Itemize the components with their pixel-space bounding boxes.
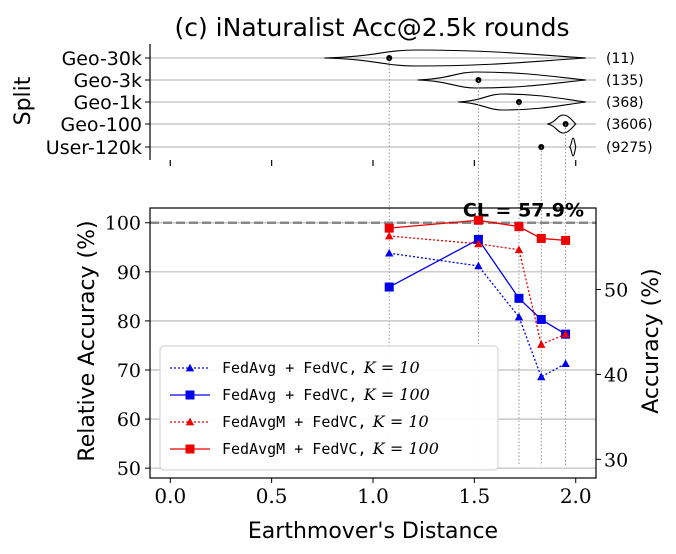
y-tick-label-left: 90 — [117, 262, 141, 284]
y-axis-label-left: Relative Accuracy (%) — [75, 220, 100, 461]
violin-count-label: (135) — [606, 73, 644, 89]
y-tick-label-left: 100 — [105, 213, 141, 235]
data-point-triangle — [185, 363, 195, 372]
legend-entry: FedAvg + FedVC, K = 100 — [170, 385, 430, 404]
reference-line-label: CL = 57.9% — [463, 200, 584, 222]
violin-gridlines — [150, 57, 596, 148]
data-point-square — [185, 444, 195, 454]
data-point-square — [185, 390, 195, 400]
series-line — [389, 252, 566, 378]
legend-entry-k: K = 10 — [363, 358, 420, 377]
x-tick-label: 1.0 — [357, 484, 389, 508]
violin-bodies — [324, 49, 586, 157]
x-axis-label: Earthmover's Distance — [248, 519, 498, 544]
y-axis-label-right: Accuracy (%) — [639, 268, 664, 414]
data-point-square — [536, 233, 546, 243]
y-tick-label-left: 60 — [117, 409, 141, 431]
data-point-square — [514, 222, 524, 232]
line-ticks: 0.0 0.5 1.0 1.5 2.0 50 60 70 80 90 100 30 40 50 — [105, 213, 628, 508]
data-point-triangle — [474, 239, 483, 248]
series-group — [384, 234, 571, 339]
data-point-triangle — [474, 261, 483, 270]
series-group — [385, 231, 570, 348]
legend-entry: FedAvgM + FedVC, K = 100 — [170, 439, 439, 458]
violin-body — [547, 114, 577, 134]
data-point-square — [514, 293, 524, 303]
y-tick-label-right: 30 — [604, 449, 628, 471]
data-point-square — [561, 235, 571, 245]
legend-entry: FedAvgM + FedVC, K = 10 — [170, 412, 429, 431]
legend-entry: FedAvg + FedVC, K = 10 — [170, 358, 420, 377]
data-point-triangle — [514, 312, 524, 321]
violin-body — [417, 71, 586, 89]
violin-count-labels: (11) (135) (368) (3606) (9275) — [606, 51, 653, 156]
data-point-square — [536, 314, 546, 324]
data-point-triangle — [385, 231, 394, 240]
x-tick-label: 0.5 — [256, 484, 288, 508]
line-series-group — [384, 215, 571, 381]
legend-entry-algorithm: FedAvg + FedVC, — [222, 386, 357, 404]
series-group — [384, 215, 571, 245]
violin-count-label: (3606) — [606, 117, 653, 133]
x-tick-label: 0.0 — [154, 484, 186, 508]
violin-category-label: Geo-1k — [74, 92, 142, 114]
data-point-square — [473, 215, 483, 225]
series-line — [389, 235, 566, 346]
violin-body — [324, 49, 586, 67]
data-point-triangle — [514, 245, 524, 254]
violin-count-label: (11) — [606, 51, 635, 67]
data-point-triangle — [537, 340, 546, 348]
y-tick-label-right: 50 — [604, 280, 628, 302]
data-point-triangle — [561, 329, 570, 338]
data-point-square — [384, 223, 394, 233]
violin-y-axis-label: Split — [11, 76, 36, 125]
violin-count-label: (9275) — [606, 140, 653, 156]
violin-body — [568, 137, 577, 157]
legend-entry-algorithm: FedAvg + FedVC, — [222, 359, 357, 377]
series-group — [385, 248, 570, 381]
legend-entry-k: K = 100 — [363, 385, 430, 404]
violin-axis — [145, 44, 577, 166]
violin-count-label: (368) — [606, 95, 644, 111]
x-tick-label: 1.5 — [458, 484, 490, 508]
data-point-triangle — [561, 359, 570, 367]
data-point-triangle — [537, 372, 546, 381]
data-point-square — [473, 234, 483, 244]
reference-line-group: CL = 57.9% — [150, 200, 596, 224]
legend-box — [159, 345, 499, 471]
legend-entry-k: K = 10 — [372, 412, 429, 431]
data-point-square — [384, 282, 394, 292]
violin-category-label: Geo-30k — [62, 48, 142, 70]
y-tick-label-left: 70 — [117, 360, 141, 382]
legend-entry-algorithm: FedAvgM + FedVC, — [222, 413, 367, 431]
violin-category-label: Geo-3k — [74, 70, 142, 92]
y-tick-label-left: 50 — [117, 458, 141, 480]
line-chart-panel: CL = 57.9% 0.0 0.5 1.0 1.5 2.0 50 60 70 80 90 100 3… — [105, 200, 628, 508]
violin-category-label: User-120k — [46, 137, 142, 159]
violin-category-label: Geo-100 — [60, 114, 142, 136]
data-point-triangle — [385, 248, 394, 257]
y-tick-label-left: 80 — [117, 311, 141, 333]
violin-body — [458, 93, 586, 111]
violin-chart-title: (c) iNaturalist Acc@2.5k rounds — [174, 13, 569, 42]
data-point-triangle — [185, 417, 195, 426]
y-tick-label-right: 40 — [604, 364, 628, 386]
legend: FedAvg + FedVC, K = 10 FedAvg + FedVC, K = … — [159, 345, 499, 471]
x-tick-label: 2.0 — [560, 484, 592, 508]
legend-entry-algorithm: FedAvgM + FedVC, — [222, 440, 367, 458]
legend-entry-k: K = 100 — [372, 439, 439, 458]
